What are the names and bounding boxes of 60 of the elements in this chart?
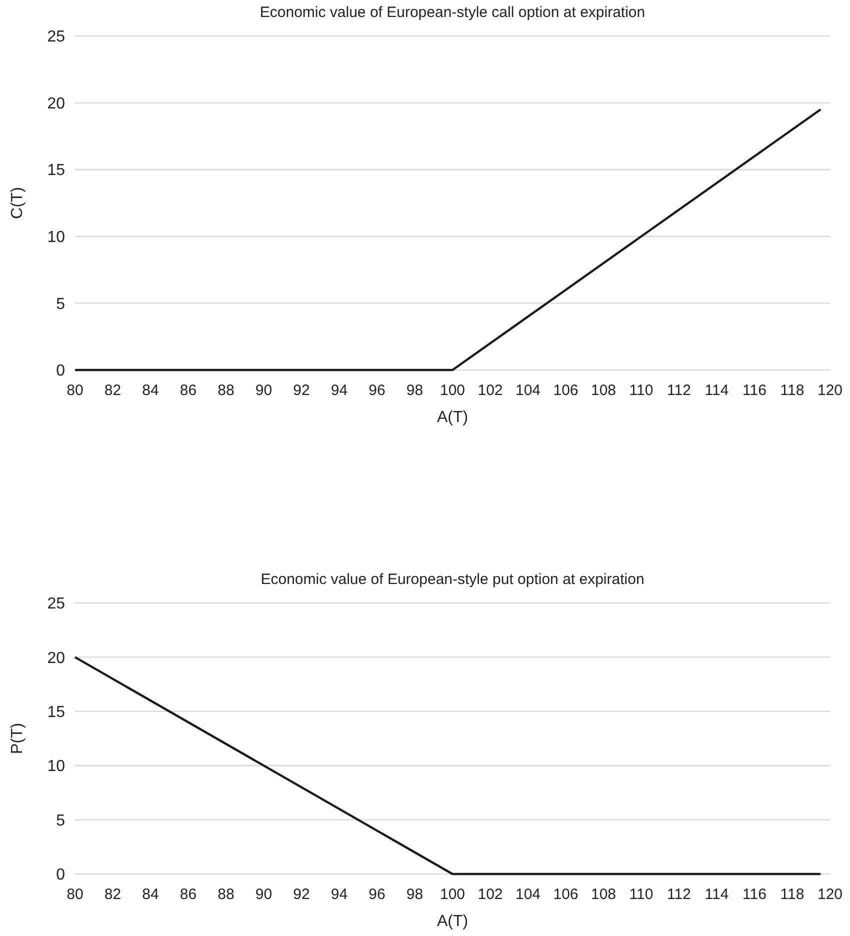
y-tick-label: 0 (56, 866, 66, 884)
x-tick-label: 86 (180, 382, 197, 399)
x-tick-label: 90 (255, 886, 272, 903)
x-tick-label: 84 (142, 886, 159, 903)
x-tick-label: 90 (255, 382, 272, 399)
x-tick-label: 100 (440, 886, 466, 903)
y-tick-label: 15 (47, 162, 66, 180)
y-tick-label: 10 (47, 229, 66, 246)
y-tick-label: 10 (47, 758, 66, 776)
x-tick-label: 82 (104, 382, 122, 399)
x-tick-label: 114 (704, 886, 729, 903)
x-tick-label: 120 (817, 886, 843, 903)
x-tick-label: 118 (780, 382, 804, 399)
x-tick-label: 92 (293, 886, 310, 903)
x-tick-label: 88 (218, 382, 234, 399)
x-tick-label: 96 (368, 886, 386, 903)
x-tick-label: 102 (478, 382, 503, 399)
x-axis-title: A(T) (436, 409, 468, 426)
x-tick-label: 106 (553, 382, 578, 399)
x-tick-label: 100 (440, 382, 466, 399)
x-tick-label: 110 (629, 382, 654, 399)
x-tick-label: 112 (667, 886, 691, 903)
y-tick-label: 20 (47, 95, 66, 112)
x-tick-label: 108 (590, 382, 616, 399)
chart-title: Economic value of European-style put option at expiration (260, 571, 644, 588)
x-tick-label: 84 (142, 382, 159, 399)
x-tick-label: 98 (406, 382, 424, 399)
x-tick-label: 82 (104, 886, 122, 903)
x-tick-label: 86 (180, 886, 197, 903)
x-tick-label: 116 (742, 886, 766, 903)
y-axis-title: P(T) (9, 722, 26, 754)
x-tick-label: 94 (330, 886, 348, 903)
y-tick-label: 25 (47, 596, 66, 613)
x-tick-label: 112 (667, 382, 691, 399)
y-tick-label: 5 (56, 812, 66, 830)
x-tick-label: 94 (330, 382, 348, 399)
x-tick-label: 114 (704, 382, 729, 399)
y-tick-label: 0 (56, 362, 66, 380)
x-tick-label: 92 (293, 382, 310, 399)
x-tick-label: 104 (515, 382, 541, 399)
x-tick-label: 98 (406, 886, 424, 903)
x-tick-label: 106 (553, 886, 578, 903)
x-tick-label: 104 (515, 886, 541, 903)
x-tick-label: 80 (66, 382, 84, 399)
x-tick-label: 108 (590, 886, 616, 903)
y-tick-label: 20 (47, 650, 66, 667)
y-tick-label: 15 (47, 704, 66, 721)
x-tick-label: 96 (368, 382, 386, 399)
x-axis-title: A(T) (436, 913, 468, 930)
x-tick-label: 80 (66, 886, 84, 903)
x-tick-label: 88 (218, 886, 234, 903)
x-tick-label: 116 (742, 382, 766, 399)
x-tick-label: 118 (780, 886, 804, 903)
y-tick-label: 25 (47, 28, 66, 46)
y-tick-label: 5 (56, 296, 66, 313)
x-tick-label: 120 (817, 382, 843, 399)
x-tick-label: 110 (629, 886, 654, 903)
chart-title: Economic value of European-style call option at expiration (260, 4, 646, 21)
x-tick-label: 102 (478, 886, 503, 903)
y-axis-title: C(T) (9, 187, 26, 219)
